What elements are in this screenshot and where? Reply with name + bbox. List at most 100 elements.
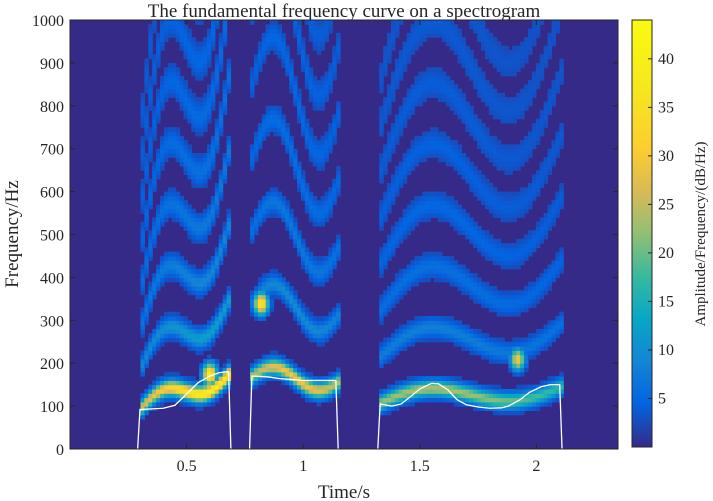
heatmap-cell	[289, 84, 294, 90]
heatmap-cell	[207, 337, 212, 343]
heatmap-cell	[551, 200, 556, 206]
colorbar-tick-label: 25	[658, 196, 674, 213]
heatmap-cell	[500, 260, 506, 266]
heatmap-cell	[300, 380, 306, 386]
heatmap-cell	[156, 264, 161, 270]
heatmap-cell	[148, 195, 153, 201]
heatmap-cell	[199, 157, 204, 163]
heatmap-cell	[152, 174, 157, 180]
heatmap-cell	[512, 350, 517, 356]
heatmap-cell	[539, 285, 545, 291]
heatmap-cell	[320, 213, 326, 218]
heatmap-cell	[527, 88, 533, 94]
heatmap-cell	[543, 285, 549, 291]
heatmap-cell	[265, 376, 271, 381]
heatmap-cell	[430, 320, 435, 326]
heatmap-cell	[539, 290, 545, 296]
heatmap-cell	[457, 45, 463, 51]
heatmap-cell	[324, 32, 329, 38]
heatmap-cell	[328, 67, 333, 73]
heatmap-cell	[163, 88, 169, 94]
heatmap-cell	[320, 217, 326, 223]
heatmap-cell	[210, 45, 216, 51]
heatmap-cell	[183, 50, 189, 55]
heatmap-cell	[293, 28, 298, 34]
heatmap-cell	[453, 268, 459, 274]
heatmap-cell	[203, 337, 208, 343]
heatmap-cell	[473, 183, 478, 188]
heatmap-cell	[394, 183, 400, 188]
heatmap-cell	[524, 208, 529, 214]
heatmap-cell	[140, 401, 145, 407]
heatmap-cell	[336, 178, 341, 184]
heatmap-cell	[285, 135, 290, 141]
heatmap-cell	[457, 157, 463, 163]
heatmap-cell	[559, 62, 564, 68]
heatmap-cell	[171, 260, 177, 266]
heatmap-cell	[379, 75, 384, 81]
heatmap-cell	[551, 221, 556, 227]
heatmap-cell	[402, 118, 408, 124]
heatmap-cell	[469, 234, 474, 240]
heatmap-cell	[481, 243, 486, 248]
heatmap-cell	[512, 58, 517, 64]
heatmap-cell	[484, 337, 490, 343]
heatmap-cell	[488, 88, 494, 94]
heatmap-cell	[257, 311, 263, 317]
heatmap-cell	[285, 148, 290, 154]
heatmap-cell	[226, 84, 232, 90]
heatmap-cell	[144, 388, 149, 394]
heatmap-cell	[218, 307, 224, 313]
heatmap-cell	[156, 170, 161, 176]
heatmap-cell	[324, 273, 329, 278]
heatmap-cell	[144, 316, 149, 321]
heatmap-cell	[171, 20, 177, 25]
heatmap-cell	[320, 204, 326, 210]
heatmap-cell	[336, 316, 341, 321]
heatmap-cell	[422, 255, 427, 261]
heatmap-cell	[492, 410, 498, 416]
heatmap-cell	[156, 97, 161, 103]
heatmap-cell	[140, 320, 145, 326]
heatmap-cell	[195, 97, 200, 103]
heatmap-cell	[492, 157, 498, 163]
heatmap-cell	[304, 384, 310, 390]
heatmap-cell	[328, 84, 333, 90]
heatmap-cell	[387, 101, 392, 107]
heatmap-cell	[484, 37, 490, 43]
heatmap-cell	[210, 32, 216, 38]
heatmap-cell	[324, 20, 329, 25]
heatmap-cell	[516, 204, 521, 210]
x-axis-label: Time/s	[318, 482, 370, 501]
heatmap-cell	[316, 380, 322, 386]
heatmap-cell	[289, 303, 294, 309]
heatmap-cell	[547, 170, 553, 176]
heatmap-cell	[156, 105, 161, 111]
heatmap-cell	[406, 393, 412, 399]
heatmap-cell	[383, 191, 388, 197]
heatmap-cell	[437, 20, 443, 25]
heatmap-cell	[387, 285, 392, 291]
heatmap-cell	[187, 45, 192, 51]
heatmap-cell	[179, 28, 185, 34]
heatmap-cell	[398, 341, 404, 347]
heatmap-cell	[320, 273, 326, 278]
heatmap-cell	[512, 200, 517, 206]
heatmap-cell	[398, 268, 404, 274]
heatmap-cell	[332, 114, 337, 120]
heatmap-cell	[328, 255, 333, 261]
heatmap-cell	[484, 135, 490, 141]
heatmap-cell	[426, 140, 431, 146]
heatmap-cell	[418, 324, 423, 330]
heatmap-cell	[316, 273, 322, 278]
heatmap-cell	[293, 75, 298, 81]
heatmap-cell	[449, 213, 455, 218]
heatmap-cell	[203, 221, 208, 227]
heatmap-cell	[473, 290, 478, 296]
heatmap-cell	[488, 307, 494, 313]
heatmap-cell	[285, 131, 290, 137]
heatmap-cell	[265, 127, 271, 133]
heatmap-cell	[481, 135, 486, 141]
heatmap-cell	[410, 152, 416, 158]
heatmap-cell	[222, 384, 228, 390]
